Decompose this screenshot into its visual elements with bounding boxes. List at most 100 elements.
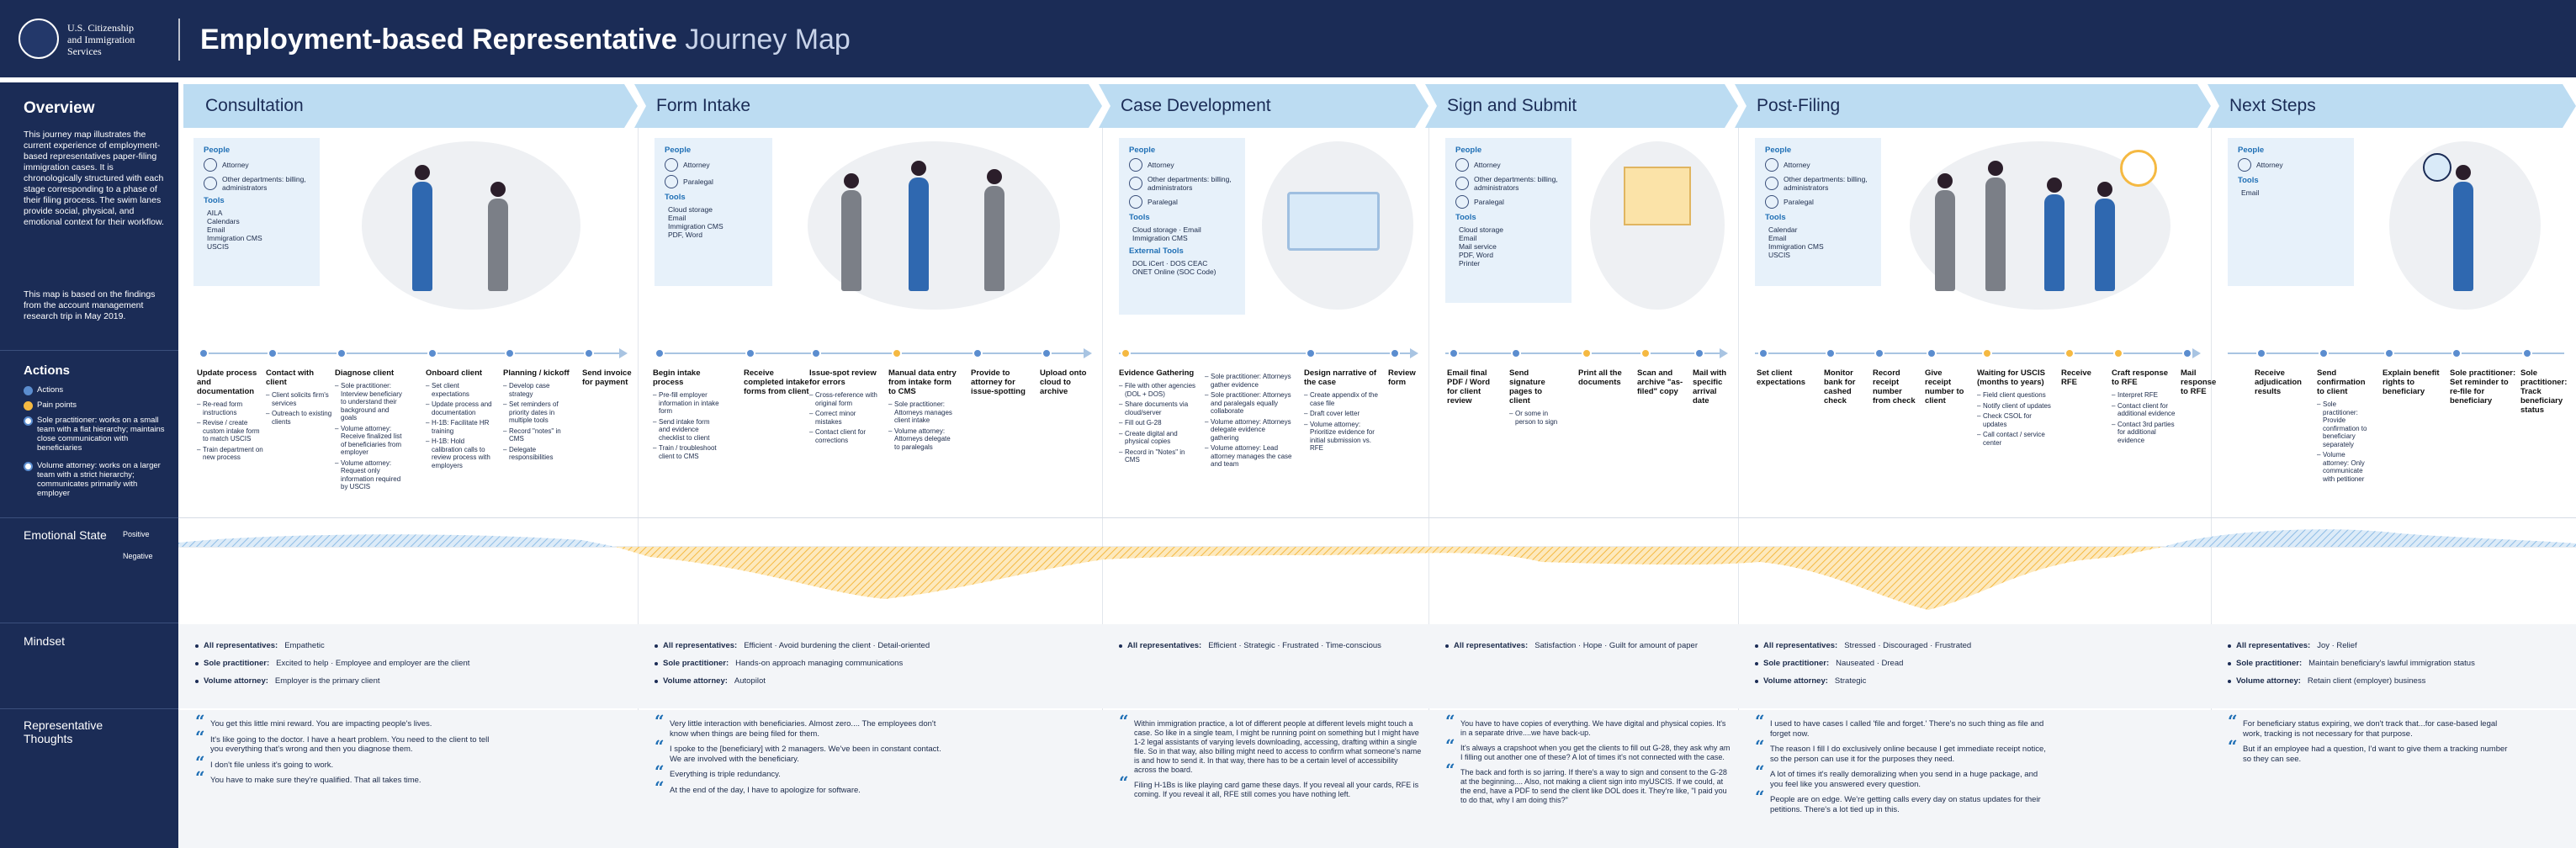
thoughts-form-intake: Very little interaction with beneficiari… — [655, 717, 949, 801]
mindset-item: Volume attorney: Employer is the primary … — [195, 676, 616, 686]
actions-title: Actions — [24, 363, 71, 378]
negative-area — [616, 547, 2164, 610]
step-item: Upload onto cloud to archive — [1040, 368, 1087, 396]
person-row: Attorney — [1455, 158, 1561, 172]
quote: At the end of the day, I have to apologi… — [655, 783, 949, 796]
mindset-next-steps: All representatives: Joy · Relief Sole pr… — [2228, 641, 2564, 694]
mindset-form-intake: All representatives: Efficient · Avoid bu… — [655, 641, 1092, 694]
arrow-icon — [1084, 348, 1092, 358]
person-figure-icon — [1935, 173, 1955, 291]
timeline-post-filing — [1755, 352, 2192, 354]
quote: You get this little mini reward. You are… — [195, 717, 498, 729]
person-row: Paralegal — [665, 175, 762, 188]
person-figure-icon — [2044, 178, 2065, 291]
pain-dot-icon — [24, 401, 33, 411]
action-dot — [2522, 348, 2532, 358]
step-item: Manual data entry from intake form to CM… — [888, 368, 957, 453]
person-row: Attorney — [2238, 158, 2344, 172]
step-item: Planning / kickoffDevelop case strategyS… — [503, 368, 572, 464]
person-icon — [665, 175, 678, 188]
step-item: Send signature pages to clientOr some in… — [1509, 368, 1565, 428]
action-dot — [584, 348, 594, 358]
mindset-item: Sole practitioner: Excited to help · Empl… — [195, 659, 616, 669]
lane-divider — [178, 517, 2576, 518]
action-dot — [1694, 348, 1704, 358]
quote: A lot of times it's really demoralizing … — [1755, 767, 2049, 789]
step-item: Contact with clientClient solicits firm'… — [266, 368, 335, 428]
action-dot — [811, 348, 821, 358]
quote: You have to have copies of everything. W… — [1445, 717, 1731, 738]
org-name: U.S. Citizenship and Immigration Service… — [67, 22, 135, 57]
step-item: Set client expectations — [1757, 368, 1806, 387]
person-icon — [204, 158, 217, 172]
person-row: Attorney — [1765, 158, 1871, 172]
attorney-figure-icon — [412, 165, 432, 291]
email-icon — [2423, 153, 2451, 182]
step-item: Scan and archive "as-filed" copy — [1637, 368, 1683, 396]
overview-title: Overview — [24, 99, 95, 117]
action-dot — [655, 348, 665, 358]
paralegal-figure-icon — [841, 173, 861, 291]
quote: I used to have cases I called 'file and … — [1755, 717, 2049, 739]
people-icon — [204, 177, 217, 190]
overview-note: This map is based on the findings from t… — [24, 289, 156, 321]
mindset-post-filing: All representatives: Stressed · Discourag… — [1755, 641, 2201, 694]
mindset-sign-submit: All representatives: Satisfaction · Hope … — [1445, 641, 1731, 659]
client-figure-icon — [488, 182, 508, 291]
timeline-case-development — [1119, 352, 1410, 354]
phase-divider — [1102, 128, 1103, 848]
mindset-lane — [178, 624, 2576, 708]
step-item: Evidence GatheringFile with other agenci… — [1119, 368, 1196, 467]
thoughts-post-filing: I used to have cases I called 'file and … — [1755, 717, 2049, 820]
client-figure-icon — [984, 169, 1004, 291]
pain-point-dot — [892, 348, 902, 358]
step-item: Craft response to RFEInterpret RFEContac… — [2112, 368, 2177, 447]
lane-mindset: Mindset — [24, 634, 66, 648]
header: U.S. Citizenship and Immigration Service… — [0, 0, 2576, 77]
positive-area — [178, 534, 616, 547]
quote: I don't file unless it's going to work. — [195, 758, 498, 771]
quote: It's always a crapshoot when you get the… — [1445, 741, 1731, 762]
step-item: Review form — [1388, 368, 1416, 387]
phase-bar: Consultation Form Intake Case Developmen… — [183, 84, 2576, 128]
mindset-item: Sole practitioner: Hands-on approach mana… — [655, 659, 1092, 669]
form-intake-illustration — [808, 141, 1060, 310]
arrow-icon — [1720, 348, 1728, 358]
action-dot — [2319, 348, 2329, 358]
lane-thoughts: Representative Thoughts — [24, 718, 103, 745]
person-row: Attorney — [665, 158, 762, 172]
person-figure-icon — [2095, 182, 2115, 291]
clock-icon — [2120, 150, 2157, 187]
people-icon — [1129, 177, 1142, 190]
action-dot — [2384, 348, 2394, 358]
mindset-item: All representatives: Empathetic — [195, 641, 616, 651]
step-item: Send invoice for payment — [582, 368, 632, 387]
quote: The back and forth is so jarring. If the… — [1445, 766, 1731, 805]
step-item: Receive adjudication results — [2255, 368, 2302, 396]
sidebar-divider — [0, 708, 178, 709]
person-row: Other departments: billing, administrato… — [1765, 175, 1871, 192]
step-item: Explain benefit rights to beneficiary — [2383, 368, 2440, 396]
card-post-filing: People Attorney Other departments: billi… — [1755, 138, 1881, 286]
people-icon — [1765, 177, 1778, 190]
person-icon — [1765, 195, 1778, 209]
header-divider — [178, 19, 180, 61]
step-item: Mail with specific arrival date — [1693, 368, 1727, 405]
step-item: Update process and documentationRe-read … — [197, 368, 266, 464]
person-row: Paralegal — [1129, 195, 1235, 209]
action-dot — [1306, 348, 1316, 358]
step-item: Receive RFE — [2061, 368, 2091, 387]
action-dot — [1042, 348, 1052, 358]
phase-divider — [1428, 128, 1429, 848]
pain-point-dot — [1582, 348, 1592, 358]
phase-post-filing: Post-Filing — [1735, 84, 2211, 128]
action-dot — [1758, 348, 1768, 358]
action-dot — [2182, 348, 2192, 358]
action-dot — [1390, 348, 1400, 358]
person-row: Other departments: billing, administrato… — [1455, 175, 1561, 192]
person-icon — [1455, 158, 1469, 172]
step-item: Sole practitioner: Track beneficiary sta… — [2520, 368, 2568, 415]
step-item: Monitor bank for cashed check — [1824, 368, 1856, 405]
negative-label: Negative — [123, 552, 153, 560]
emotion-curve — [178, 529, 2576, 610]
